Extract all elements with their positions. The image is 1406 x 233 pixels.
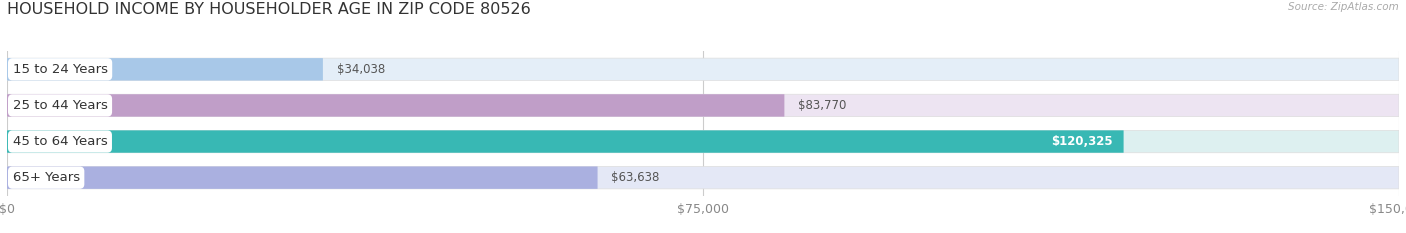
Text: Source: ZipAtlas.com: Source: ZipAtlas.com (1288, 2, 1399, 12)
Text: $83,770: $83,770 (799, 99, 846, 112)
FancyBboxPatch shape (7, 130, 1123, 153)
Text: 15 to 24 Years: 15 to 24 Years (13, 63, 108, 76)
Text: 45 to 64 Years: 45 to 64 Years (13, 135, 107, 148)
FancyBboxPatch shape (7, 130, 1399, 153)
Text: 65+ Years: 65+ Years (13, 171, 80, 184)
FancyBboxPatch shape (7, 94, 785, 117)
FancyBboxPatch shape (7, 58, 323, 81)
Text: HOUSEHOLD INCOME BY HOUSEHOLDER AGE IN ZIP CODE 80526: HOUSEHOLD INCOME BY HOUSEHOLDER AGE IN Z… (7, 2, 531, 17)
Text: $120,325: $120,325 (1050, 135, 1112, 148)
FancyBboxPatch shape (7, 166, 598, 189)
Text: $63,638: $63,638 (612, 171, 659, 184)
Text: $34,038: $34,038 (337, 63, 385, 76)
FancyBboxPatch shape (7, 94, 1399, 117)
FancyBboxPatch shape (7, 166, 1399, 189)
Text: 25 to 44 Years: 25 to 44 Years (13, 99, 107, 112)
FancyBboxPatch shape (7, 58, 1399, 81)
